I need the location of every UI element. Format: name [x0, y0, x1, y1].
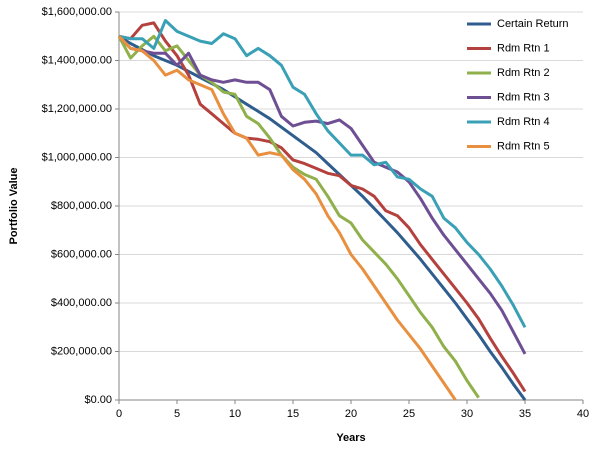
series-line: [117, 34, 480, 399]
y-tick-label: $600,000.00: [51, 248, 112, 260]
x-tick-label: 20: [345, 408, 357, 420]
x-tick-label: 0: [116, 408, 122, 420]
series-line: [118, 21, 527, 393]
x-axis-label: Years: [336, 432, 365, 444]
x-tick-label: 15: [287, 408, 299, 420]
legend-label: Rdm Rtn 4: [497, 116, 550, 128]
y-tick-label: $1,600,000.00: [42, 6, 112, 18]
x-tick-label: 40: [577, 408, 589, 420]
y-tick-label: $200,000.00: [51, 345, 112, 357]
y-tick-label: $1,000,000.00: [42, 151, 112, 163]
y-tick-label: $400,000.00: [51, 297, 112, 309]
x-tick-label: 35: [519, 408, 531, 420]
x-tick-label: 30: [461, 408, 473, 420]
legend-label: Rdm Rtn 1: [497, 42, 550, 54]
x-tick-label: 5: [174, 408, 180, 420]
y-tick-label: $1,400,000.00: [42, 54, 112, 66]
legend-label: Rdm Rtn 2: [497, 67, 550, 79]
y-tick-label: $800,000.00: [51, 200, 112, 212]
legend-label: Rdm Rtn 3: [497, 91, 550, 103]
series-line: [118, 19, 527, 329]
series-line: [117, 35, 457, 401]
x-tick-label: 25: [403, 408, 415, 420]
y-tick-label: $1,200,000.00: [42, 103, 112, 115]
legend-label: Rdm Rtn 5: [497, 140, 550, 152]
y-axis-label: Portfolio Value: [8, 167, 20, 244]
x-tick-label: 10: [229, 408, 241, 420]
y-tick-label: $0.00: [84, 394, 112, 406]
legend-label: Certain Return: [497, 18, 569, 30]
